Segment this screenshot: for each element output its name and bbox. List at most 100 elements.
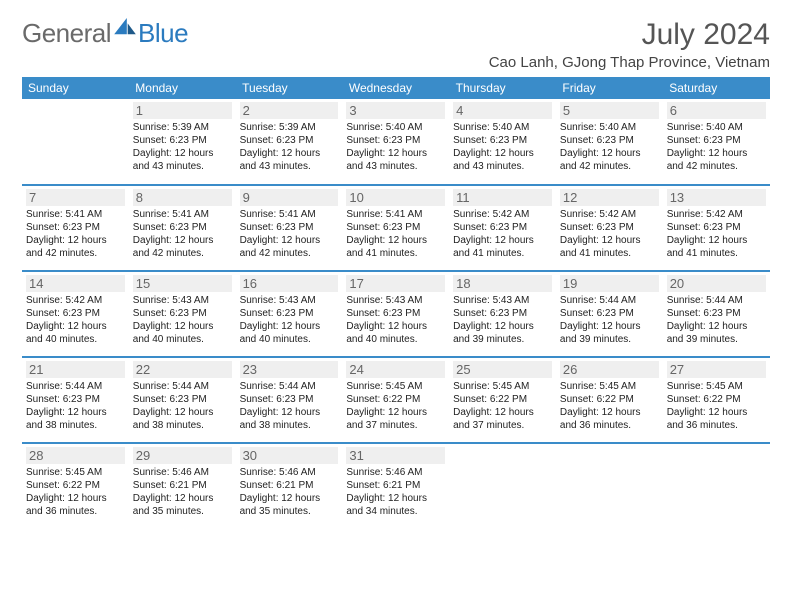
day-number: 7 — [26, 189, 125, 206]
sunrise-text: Sunrise: 5:45 AM — [26, 466, 125, 479]
calendar-day-cell: 23Sunrise: 5:44 AMSunset: 6:23 PMDayligh… — [236, 357, 343, 443]
calendar-day-cell: 18Sunrise: 5:43 AMSunset: 6:23 PMDayligh… — [449, 271, 556, 357]
sunrise-text: Sunrise: 5:46 AM — [133, 466, 232, 479]
calendar-day-cell: 13Sunrise: 5:42 AMSunset: 6:23 PMDayligh… — [663, 185, 770, 271]
sunset-text: Sunset: 6:23 PM — [240, 307, 339, 320]
day-number: 5 — [560, 102, 659, 119]
sunrise-text: Sunrise: 5:41 AM — [26, 208, 125, 221]
day-details: Sunrise: 5:44 AMSunset: 6:23 PMDaylight:… — [560, 294, 659, 346]
location-text: Cao Lanh, GJong Thap Province, Vietnam — [489, 54, 770, 71]
daylight-text: Daylight: 12 hours and 42 minutes. — [26, 234, 125, 260]
calendar-day-cell: 2Sunrise: 5:39 AMSunset: 6:23 PMDaylight… — [236, 99, 343, 185]
calendar-day-cell: 12 Sunrise: 5:42 AMSunset: 6:23 PMDayligh… — [556, 185, 663, 271]
day-number: 4 — [453, 102, 552, 119]
sunrise-text: Sunrise: 5:46 AM — [346, 466, 445, 479]
day-number: 12 — [560, 189, 659, 206]
sunset-text: Sunset: 6:22 PM — [453, 393, 552, 406]
day-details: Sunrise: 5:42 AMSunset: 6:23 PMDaylight:… — [560, 208, 659, 260]
sunrise-text: Sunrise: 5:43 AM — [346, 294, 445, 307]
sunset-text: Sunset: 6:23 PM — [26, 393, 125, 406]
daylight-text: Daylight: 12 hours and 39 minutes. — [667, 320, 766, 346]
sunrise-text: Sunrise: 5:39 AM — [240, 121, 339, 134]
sail-icon — [114, 18, 136, 36]
sunset-text: Sunset: 6:22 PM — [667, 393, 766, 406]
daylight-text: Daylight: 12 hours and 34 minutes. — [346, 492, 445, 518]
calendar-head: SundayMondayTuesdayWednesdayThursdayFrid… — [22, 77, 770, 99]
sunrise-text: Sunrise: 5:44 AM — [26, 380, 125, 393]
calendar-day-cell: 22Sunrise: 5:44 AMSunset: 6:23 PMDayligh… — [129, 357, 236, 443]
day-number: 31 — [346, 447, 445, 464]
day-details: Sunrise: 5:45 AMSunset: 6:22 PMDaylight:… — [667, 380, 766, 432]
day-details: Sunrise: 5:44 AMSunset: 6:23 PMDaylight:… — [26, 380, 125, 432]
calendar-day-cell: 9Sunrise: 5:41 AMSunset: 6:23 PMDaylight… — [236, 185, 343, 271]
day-number: 15 — [133, 275, 232, 292]
calendar-day-cell: 30Sunrise: 5:46 AMSunset: 6:21 PMDayligh… — [236, 443, 343, 529]
calendar-week-row: 21Sunrise: 5:44 AMSunset: 6:23 PMDayligh… — [22, 357, 770, 443]
calendar-day-cell — [663, 443, 770, 529]
sunset-text: Sunset: 6:23 PM — [667, 221, 766, 234]
day-details: Sunrise: 5:43 AMSunset: 6:23 PMDaylight:… — [240, 294, 339, 346]
sunset-text: Sunset: 6:21 PM — [133, 479, 232, 492]
daylight-text: Daylight: 12 hours and 36 minutes. — [667, 406, 766, 432]
calendar-day-cell: 17Sunrise: 5:43 AMSunset: 6:23 PMDayligh… — [342, 271, 449, 357]
daylight-text: Daylight: 12 hours and 41 minutes. — [560, 234, 659, 260]
sunset-text: Sunset: 6:22 PM — [26, 479, 125, 492]
calendar-week-row: 7Sunrise: 5:41 AMSunset: 6:23 PMDaylight… — [22, 185, 770, 271]
calendar-day-cell: 6Sunrise: 5:40 AMSunset: 6:23 PMDaylight… — [663, 99, 770, 185]
daylight-text: Daylight: 12 hours and 40 minutes. — [133, 320, 232, 346]
day-number: 18 — [453, 275, 552, 292]
sunset-text: Sunset: 6:23 PM — [346, 134, 445, 147]
daylight-text: Daylight: 12 hours and 40 minutes. — [26, 320, 125, 346]
sunset-text: Sunset: 6:21 PM — [346, 479, 445, 492]
sunrise-text: Sunrise: 5:46 AM — [240, 466, 339, 479]
calendar-day-cell: 14Sunrise: 5:42 AMSunset: 6:23 PMDayligh… — [22, 271, 129, 357]
calendar-day-cell: 11Sunrise: 5:42 AMSunset: 6:23 PMDayligh… — [449, 185, 556, 271]
day-number: 2 — [240, 102, 339, 119]
day-details: Sunrise: 5:41 AMSunset: 6:23 PMDaylight:… — [26, 208, 125, 260]
calendar-day-cell: 5 Sunrise: 5:40 AMSunset: 6:23 PMDaylight… — [556, 99, 663, 185]
sunset-text: Sunset: 6:23 PM — [26, 307, 125, 320]
day-details: Sunrise: 5:41 AMSunset: 6:23 PMDaylight:… — [133, 208, 232, 260]
calendar-day-cell: 4 Sunrise: 5:40 AMSunset: 6:23 PMDaylight… — [449, 99, 556, 185]
day-number: 11 — [453, 189, 552, 206]
sunrise-text: Sunrise: 5:40 AM — [453, 121, 552, 134]
sunrise-text: Sunrise: 5:45 AM — [560, 380, 659, 393]
day-details: Sunrise: 5:45 AMSunset: 6:22 PMDaylight:… — [346, 380, 445, 432]
calendar-table: SundayMondayTuesdayWednesdayThursdayFrid… — [22, 77, 770, 529]
day-number: 24 — [346, 361, 445, 378]
daylight-text: Daylight: 12 hours and 40 minutes. — [240, 320, 339, 346]
daylight-text: Daylight: 12 hours and 37 minutes. — [346, 406, 445, 432]
calendar-day-cell: 8Sunrise: 5:41 AMSunset: 6:23 PMDaylight… — [129, 185, 236, 271]
calendar-day-cell: 16Sunrise: 5:43 AMSunset: 6:23 PMDayligh… — [236, 271, 343, 357]
daylight-text: Daylight: 12 hours and 42 minutes. — [133, 234, 232, 260]
daylight-text: Daylight: 12 hours and 42 minutes. — [240, 234, 339, 260]
sunrise-text: Sunrise: 5:41 AM — [346, 208, 445, 221]
day-number: 10 — [346, 189, 445, 206]
sunset-text: Sunset: 6:22 PM — [346, 393, 445, 406]
daylight-text: Daylight: 12 hours and 41 minutes. — [346, 234, 445, 260]
day-number: 23 — [240, 361, 339, 378]
sunset-text: Sunset: 6:22 PM — [560, 393, 659, 406]
calendar-day-cell — [449, 443, 556, 529]
sunset-text: Sunset: 6:23 PM — [560, 134, 659, 147]
calendar-week-row: 14Sunrise: 5:42 AMSunset: 6:23 PMDayligh… — [22, 271, 770, 357]
calendar-day-cell: 29Sunrise: 5:46 AMSunset: 6:21 PMDayligh… — [129, 443, 236, 529]
sunrise-text: Sunrise: 5:42 AM — [453, 208, 552, 221]
weekday-header: Wednesday — [342, 77, 449, 99]
sunrise-text: Sunrise: 5:40 AM — [346, 121, 445, 134]
calendar-day-cell — [22, 99, 129, 185]
sunset-text: Sunset: 6:23 PM — [453, 307, 552, 320]
sunset-text: Sunset: 6:23 PM — [667, 307, 766, 320]
sunset-text: Sunset: 6:23 PM — [560, 307, 659, 320]
sunrise-text: Sunrise: 5:40 AM — [560, 121, 659, 134]
day-details: Sunrise: 5:40 AMSunset: 6:23 PMDaylight:… — [560, 121, 659, 173]
daylight-text: Daylight: 12 hours and 43 minutes. — [133, 147, 232, 173]
day-details: Sunrise: 5:40 AMSunset: 6:23 PMDaylight:… — [453, 121, 552, 173]
day-details: Sunrise: 5:44 AMSunset: 6:23 PMDaylight:… — [667, 294, 766, 346]
title-block: July 2024 Cao Lanh, GJong Thap Province,… — [489, 18, 770, 71]
calendar-day-cell: 27Sunrise: 5:45 AMSunset: 6:22 PMDayligh… — [663, 357, 770, 443]
sunrise-text: Sunrise: 5:43 AM — [240, 294, 339, 307]
day-details: Sunrise: 5:45 AMSunset: 6:22 PMDaylight:… — [453, 380, 552, 432]
day-details: Sunrise: 5:46 AMSunset: 6:21 PMDaylight:… — [240, 466, 339, 518]
day-number: 13 — [667, 189, 766, 206]
